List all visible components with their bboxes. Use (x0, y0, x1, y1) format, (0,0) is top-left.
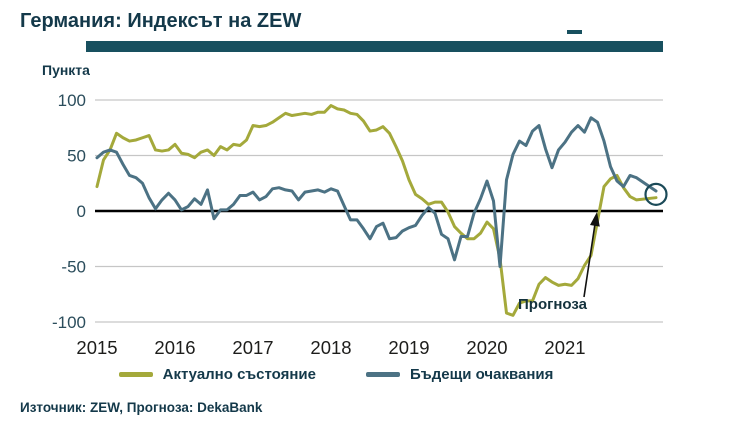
forecast-arrow-line (583, 223, 596, 298)
series-line-1 (95, 116, 658, 268)
legend-label-expectations: Бъдещи очаквания (410, 366, 554, 383)
x-tick-label: 2016 (154, 337, 195, 358)
y-axis-label: Пункта (42, 62, 90, 78)
x-tick-label: 2021 (544, 337, 585, 358)
legend: Актуално състояние Бъдещи очаквания (0, 366, 672, 383)
series-line-0 (95, 104, 658, 317)
legend-item-expectations: Бъдещи очаквания (366, 366, 553, 383)
y-tick-label: -100 (52, 313, 86, 332)
chart-title: Германия: Индексът на ZEW (20, 10, 302, 32)
decorative-dash (567, 30, 582, 34)
legend-label-current: Актуално състояние (162, 366, 316, 383)
title-underline-bar (86, 41, 663, 52)
x-tick-label: 2019 (388, 337, 429, 358)
legend-swatch-expectations (366, 372, 400, 377)
legend-swatch-current (118, 372, 153, 377)
legend-item-current: Актуално състояние (118, 366, 316, 383)
y-tick-label: 0 (77, 202, 86, 221)
x-tick-label: 2018 (310, 337, 351, 358)
forecast-annotation: Прогноза (518, 296, 587, 313)
y-tick-label: -50 (61, 258, 86, 277)
source-note: Източник: ZEW, Прогноза: DekaBank (20, 400, 263, 415)
forecast-arrow-head (590, 212, 600, 227)
y-tick-label: 100 (58, 91, 86, 110)
x-tick-label: 2017 (232, 337, 273, 358)
x-tick-label: 2015 (76, 337, 117, 358)
y-tick-label: 50 (67, 147, 86, 166)
forecast-marker-circle (644, 182, 668, 206)
x-tick-label: 2020 (466, 337, 507, 358)
